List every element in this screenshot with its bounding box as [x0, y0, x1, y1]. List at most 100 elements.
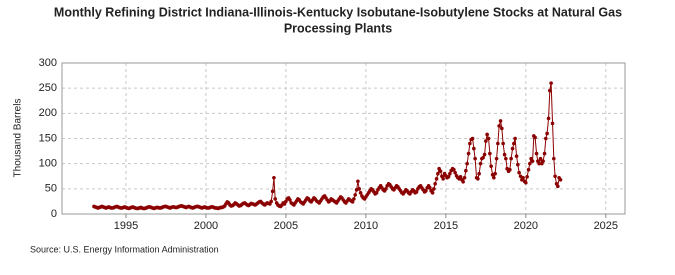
data-point	[441, 176, 445, 181]
data-point	[384, 187, 388, 191]
data-point	[424, 189, 428, 193]
data-point	[497, 124, 501, 128]
data-point	[374, 191, 379, 195]
source-note: Source: U.S. Energy Information Administ…	[30, 244, 219, 254]
x-tick-label: 2025	[594, 220, 618, 232]
data-point	[521, 175, 525, 180]
data-point	[453, 170, 457, 175]
x-tick-label: 2020	[514, 220, 538, 232]
data-point	[485, 132, 489, 137]
data-point	[550, 121, 555, 126]
data-point	[269, 199, 274, 204]
data-point	[357, 187, 361, 191]
data-point	[553, 174, 557, 179]
data-point	[501, 141, 505, 146]
data-point	[468, 141, 472, 146]
data-point	[512, 141, 516, 146]
data-point	[492, 175, 496, 180]
data-point	[509, 156, 513, 161]
data-point	[534, 151, 539, 156]
data-point	[504, 156, 508, 161]
data-point	[476, 176, 480, 181]
data-point	[489, 164, 493, 168]
data-point	[549, 81, 553, 85]
data-point	[513, 136, 517, 141]
data-point	[462, 175, 467, 180]
x-tick-label: 2015	[434, 220, 458, 232]
x-tick-label: 2010	[354, 220, 378, 232]
data-point	[470, 136, 475, 141]
data-point	[546, 116, 551, 121]
data-point	[510, 146, 515, 151]
data-point	[558, 177, 563, 182]
data-line	[93, 83, 561, 209]
data-point	[498, 119, 503, 123]
data-point	[446, 174, 451, 179]
data-point	[525, 174, 529, 179]
data-point	[514, 154, 519, 158]
data-point	[533, 135, 537, 140]
plot-border	[61, 62, 626, 215]
data-point	[545, 131, 549, 136]
data-point	[486, 136, 491, 141]
data-point	[552, 156, 556, 161]
x-tick-label: 2005	[274, 220, 298, 232]
y-tick-label: 200	[39, 107, 57, 119]
data-point	[526, 167, 531, 172]
data-point	[358, 191, 363, 195]
data-point	[436, 171, 440, 176]
data-point	[432, 187, 436, 191]
y-tick-label: 100	[39, 158, 57, 170]
data-point	[482, 152, 487, 157]
data-point	[356, 179, 360, 184]
data-point	[494, 156, 499, 161]
data-point	[465, 161, 469, 166]
data-point	[464, 168, 468, 173]
data-point	[472, 146, 476, 151]
data-point	[524, 180, 528, 185]
data-point	[438, 169, 443, 174]
data-point	[433, 182, 437, 186]
data-point	[428, 186, 432, 190]
data-point	[270, 189, 275, 194]
data-point	[538, 156, 543, 161]
y-tick-label: 50	[45, 183, 57, 195]
y-axis-label: Thousand Barrels	[13, 99, 24, 178]
chart-subtitle: Processing Plants	[284, 21, 392, 35]
data-point	[484, 139, 488, 143]
y-tick-label: 250	[39, 82, 57, 94]
data-point	[477, 171, 481, 176]
data-point	[430, 191, 435, 195]
data-point	[461, 179, 465, 184]
data-point	[516, 162, 520, 167]
data-point	[517, 170, 521, 175]
data-point	[448, 171, 452, 176]
data-point	[452, 167, 456, 172]
data-point	[481, 155, 485, 160]
data-point	[541, 159, 545, 163]
y-tick-label: 150	[39, 132, 57, 144]
data-point	[352, 197, 356, 201]
y-tick-label: 300	[39, 57, 57, 69]
data-point	[458, 174, 463, 179]
data-point	[500, 126, 504, 131]
data-point	[548, 88, 552, 93]
data-point	[528, 161, 532, 166]
data-point	[537, 161, 541, 166]
x-tick-label: 2000	[194, 220, 218, 232]
data-point	[353, 193, 357, 197]
data-point	[473, 156, 477, 161]
x-tick-label: 1995	[114, 220, 138, 232]
data-point	[466, 151, 471, 156]
data-point	[414, 190, 419, 194]
data-point	[542, 151, 547, 156]
chart-title: Monthly Refining District Indiana-Illino…	[54, 5, 622, 19]
data-point	[478, 161, 483, 166]
data-point	[493, 171, 497, 176]
data-point	[350, 200, 355, 204]
data-point	[496, 141, 500, 146]
data-point	[288, 198, 292, 202]
data-point	[273, 197, 278, 201]
